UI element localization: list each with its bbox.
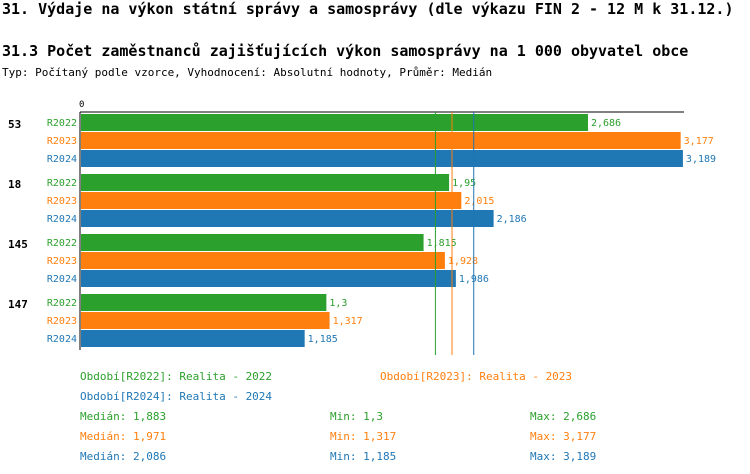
category-label: 147: [8, 298, 28, 311]
stat-median-r2022: Medián: 1,883: [80, 410, 167, 423]
series-label-r2024: R2024: [47, 334, 77, 345]
data-label: 1,185: [308, 334, 338, 345]
data-label: 1,815: [427, 238, 457, 249]
page-title: 31. Výdaje na výkon státní správy a samo…: [2, 0, 734, 18]
data-label: 1,3: [329, 298, 347, 309]
series-label-r2023: R2023: [47, 196, 77, 207]
chart-meta: Typ: Počítaný podle vzorce, Vyhodnocení:…: [2, 66, 493, 79]
data-label: 2,686: [591, 118, 621, 129]
bar-r2024: [81, 270, 456, 287]
data-label: 3,177: [684, 136, 714, 147]
series-label-r2024: R2024: [47, 154, 77, 165]
bar-r2024: [81, 330, 305, 347]
series-label-r2022: R2022: [47, 178, 77, 189]
bar-r2022: [81, 114, 588, 131]
stat-min-r2023: Min: 1,317: [330, 430, 397, 443]
data-label: 1,928: [448, 256, 478, 267]
data-label: 1,95: [452, 178, 476, 189]
series-label-r2024: R2024: [47, 214, 77, 225]
stat-min-r2024: Min: 1,185: [330, 450, 397, 463]
bar-r2022: [81, 174, 450, 191]
legend-r2023: Období[R2023]: Realita - 2023: [380, 370, 573, 383]
legend-r2022: Období[R2022]: Realita - 2022: [80, 370, 273, 383]
series-label-r2023: R2023: [47, 316, 77, 327]
series-label-r2022: R2022: [47, 238, 77, 249]
chart-subtitle: 31.3 Počet zaměstnanců zajišťujících výk…: [2, 42, 689, 60]
legend-r2024: Období[R2024]: Realita - 2024: [80, 390, 273, 403]
stat-median-r2024: Medián: 2,086: [80, 450, 167, 463]
series-label-r2023: R2023: [47, 136, 77, 147]
bar-r2023: [81, 132, 681, 149]
data-label: 2,015: [464, 196, 494, 207]
data-label: 1,317: [333, 316, 363, 327]
stat-max-r2023: Max: 3,177: [530, 430, 597, 443]
data-label: 2,186: [497, 214, 527, 225]
series-label-r2022: R2022: [47, 118, 77, 129]
series-label-r2024: R2024: [47, 274, 77, 285]
series-label-r2023: R2023: [47, 256, 77, 267]
series-label-r2022: R2022: [47, 298, 77, 309]
bar-r2024: [81, 210, 494, 227]
bar-r2024: [81, 150, 683, 167]
data-label: 3,189: [686, 154, 716, 165]
stat-max-r2022: Max: 2,686: [530, 410, 597, 423]
category-label: 145: [8, 238, 28, 251]
bar-r2022: [81, 294, 327, 311]
bar-r2023: [81, 312, 330, 329]
category-label: 18: [8, 178, 21, 191]
category-label: 53: [8, 118, 21, 131]
stat-max-r2024: Max: 3,189: [530, 450, 597, 463]
stat-median-r2023: Medián: 1,971: [80, 430, 167, 443]
bar-r2023: [81, 252, 445, 269]
axis-zero-label: 0: [79, 100, 84, 110]
bar-r2023: [81, 192, 462, 209]
stat-min-r2022: Min: 1,3: [330, 410, 383, 423]
bar-r2022: [81, 234, 424, 251]
